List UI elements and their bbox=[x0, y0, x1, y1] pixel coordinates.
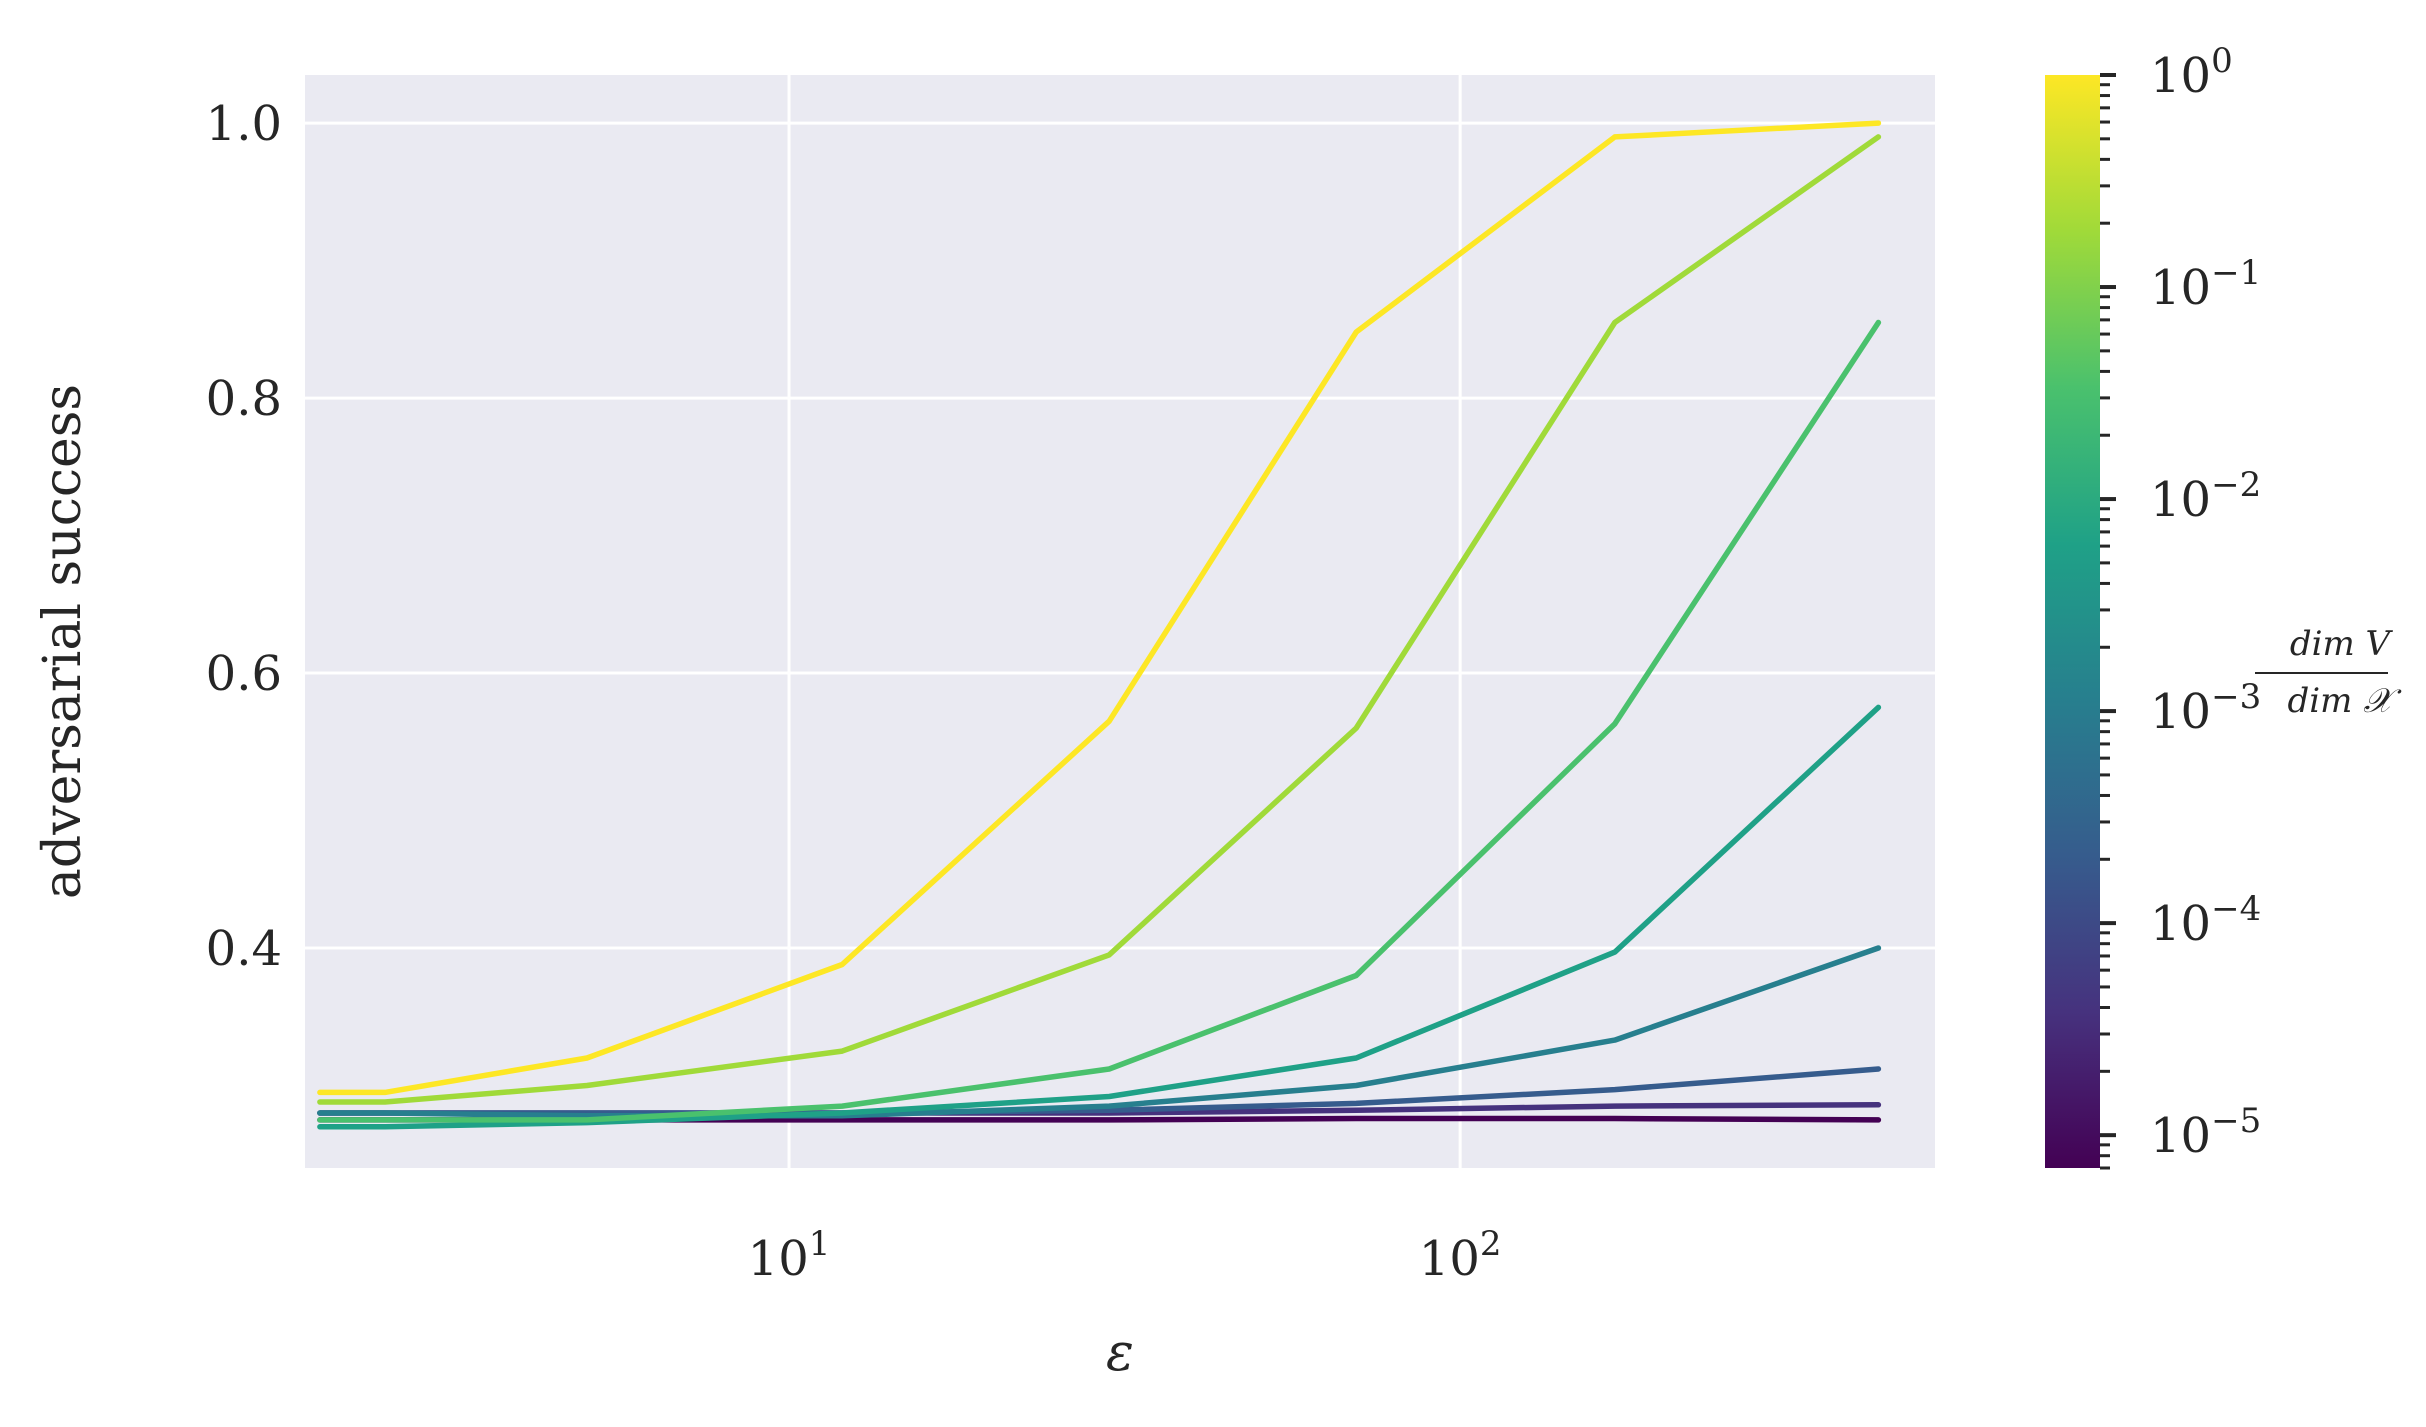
series-group bbox=[317, 120, 1882, 1130]
plot-area bbox=[305, 75, 1935, 1168]
colorbar-tick-label: 10−3 bbox=[2150, 677, 2261, 740]
y-tick-label: 0.4 bbox=[206, 921, 282, 977]
colorbar-ticks: 100 10−1 10−2 10−3 10−4 10−5 bbox=[2100, 41, 2261, 1164]
y-tick-label: 0.8 bbox=[206, 371, 282, 427]
y-axis-label: adversarial success bbox=[33, 384, 93, 899]
y-tick-label: 0.6 bbox=[206, 646, 282, 702]
colorbar-tick-label: 10−4 bbox=[2150, 889, 2261, 952]
series-line bbox=[317, 120, 1882, 1096]
series-line bbox=[317, 945, 1882, 1119]
x-axis-ticks: 101 102 bbox=[748, 1224, 1502, 1287]
colorbar-gradient bbox=[2045, 75, 2100, 1168]
colorbar-tick-label: 100 bbox=[2150, 41, 2233, 104]
series-line bbox=[317, 704, 1882, 1130]
colorbar-tick-label: 10−1 bbox=[2150, 253, 2261, 316]
colorbar-label-numerator: dim V bbox=[2290, 624, 2394, 664]
y-axis-ticks: 0.4 0.6 0.8 1.0 bbox=[206, 96, 282, 977]
colorbar-tick-label: 10−2 bbox=[2150, 465, 2261, 528]
x-axis-label: ε bbox=[1106, 1323, 1134, 1383]
colorbar-label-denominator: dim 𝒳 bbox=[2288, 681, 2403, 721]
x-tick-label: 101 bbox=[748, 1224, 831, 1287]
y-tick-label: 1.0 bbox=[206, 96, 282, 152]
x-tick-label: 102 bbox=[1419, 1224, 1502, 1287]
colorbar: 100 10−1 10−2 10−3 10−4 10−5 dim V dim 𝒳 bbox=[2045, 41, 2403, 1170]
series-line bbox=[317, 319, 1882, 1123]
colorbar-minor-ticks bbox=[2100, 83, 2110, 1170]
colorbar-tick-label: 10−5 bbox=[2150, 1101, 2261, 1164]
series-line bbox=[317, 134, 1882, 1105]
grid bbox=[305, 75, 1935, 1168]
